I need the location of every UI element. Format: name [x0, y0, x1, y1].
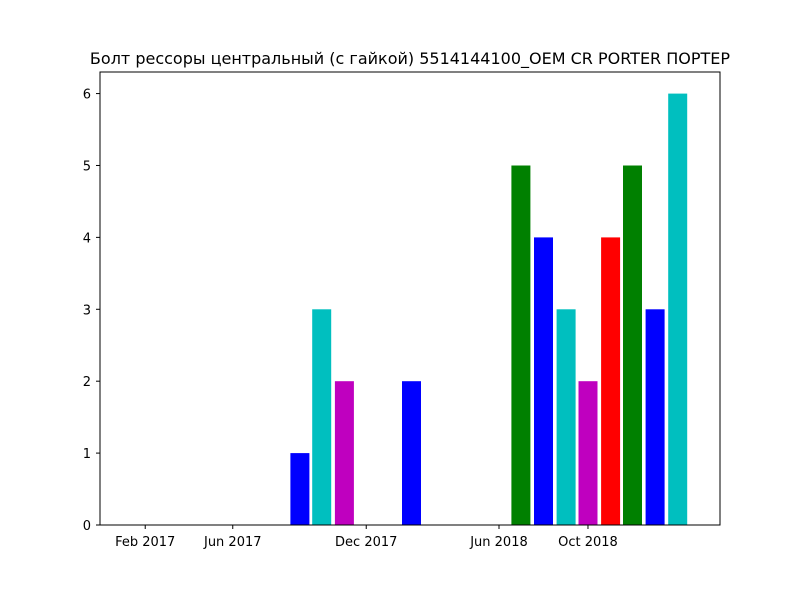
- bar-7: [578, 381, 598, 525]
- y-tick-label-4: 4: [83, 231, 91, 246]
- y-tick-label-5: 5: [83, 159, 91, 174]
- bar-4: [511, 165, 531, 525]
- bar-6: [556, 309, 576, 525]
- x-tick-label-0: Feb 2017: [115, 535, 175, 550]
- bar-3: [402, 381, 421, 525]
- bar-0: [290, 453, 310, 525]
- x-axis: Feb 2017 Jun 2017 Dec 2017 Jun 2018 Oct 2018: [115, 525, 618, 550]
- plot-frame: [99, 71, 721, 526]
- bar-8: [601, 237, 621, 525]
- x-tick-label-2: Dec 2017: [335, 535, 397, 550]
- bar-10: [645, 309, 665, 525]
- y-tick-label-6: 6: [83, 88, 91, 103]
- bar-5: [534, 237, 553, 525]
- bar-9: [623, 165, 642, 525]
- x-tick-label-1: Jun 2017: [203, 535, 262, 550]
- y-tick-label-3: 3: [83, 303, 91, 318]
- bar-1: [312, 309, 332, 525]
- y-tick-label-0: 0: [83, 519, 91, 534]
- x-tick-label-4: Oct 2018: [558, 535, 618, 550]
- chart-title: Болт рессоры центральный (с гайкой) 5514…: [90, 49, 730, 69]
- x-tick-label-3: Jun 2018: [469, 535, 528, 550]
- y-tick-label-2: 2: [83, 375, 91, 390]
- bar-2: [334, 381, 354, 525]
- bar-11: [668, 93, 688, 525]
- bars-group: [290, 93, 688, 525]
- y-tick-label-1: 1: [83, 447, 91, 462]
- y-axis: 0 1 2 3 4 5 6: [83, 88, 100, 534]
